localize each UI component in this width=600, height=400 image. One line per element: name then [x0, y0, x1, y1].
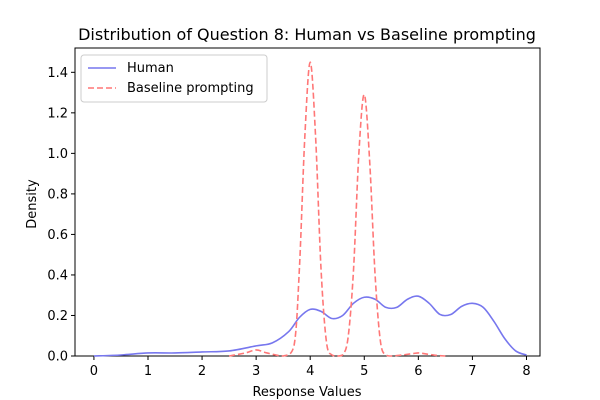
x-tick-label: 8: [522, 364, 530, 379]
y-tick-label: 0.4: [47, 268, 68, 283]
x-tick-label: 1: [144, 364, 152, 379]
series-layer: [93, 61, 527, 357]
y-tick-label: 1.0: [47, 147, 68, 162]
legend: Human Baseline prompting: [80, 54, 268, 103]
y-tick-label: 0.6: [47, 228, 68, 243]
y-tick-label: 1.2: [47, 106, 68, 121]
y-tick-label: 1.4: [47, 66, 68, 81]
legend-box: [80, 54, 268, 103]
plot-area: [74, 47, 541, 357]
x-tick-label: 5: [360, 364, 368, 379]
legend-label-baseline: Baseline prompting: [127, 81, 254, 96]
x-tick-label: 2: [198, 364, 206, 379]
series-line-baseline-prompting: [228, 61, 446, 357]
series-line-human: [93, 295, 527, 357]
x-tick-label: 0: [90, 364, 98, 379]
y-axis-label: Density: [25, 179, 40, 229]
x-axis: 0 1 2 3 4 5 6 7 8: [90, 356, 531, 379]
y-axis: 0.0 0.2 0.4 0.6 0.8 1.0 1.2 1.4: [47, 66, 75, 365]
x-tick-label: 7: [468, 364, 476, 379]
y-tick-label: 0.0: [47, 350, 68, 365]
y-tick-label: 0.2: [47, 309, 68, 324]
x-tick-label: 3: [252, 364, 260, 379]
x-axis-label: Response Values: [252, 385, 361, 400]
x-tick-label: 4: [306, 364, 314, 379]
y-tick-label: 0.8: [47, 187, 68, 202]
legend-label-human: Human: [127, 61, 174, 76]
chart-title: Distribution of Question 8: Human vs Bas…: [78, 25, 536, 44]
x-tick-label: 6: [414, 364, 422, 379]
